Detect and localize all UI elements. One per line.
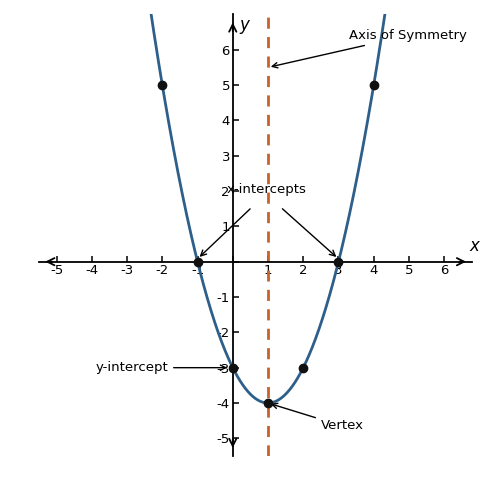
Text: x: x [469,237,479,255]
Text: y: y [239,16,249,34]
Text: y-intercept: y-intercept [95,361,225,374]
Text: Axis of Symmetry: Axis of Symmetry [272,29,467,68]
Text: x-intercepts: x-intercepts [226,183,306,196]
Text: Vertex: Vertex [272,403,364,432]
